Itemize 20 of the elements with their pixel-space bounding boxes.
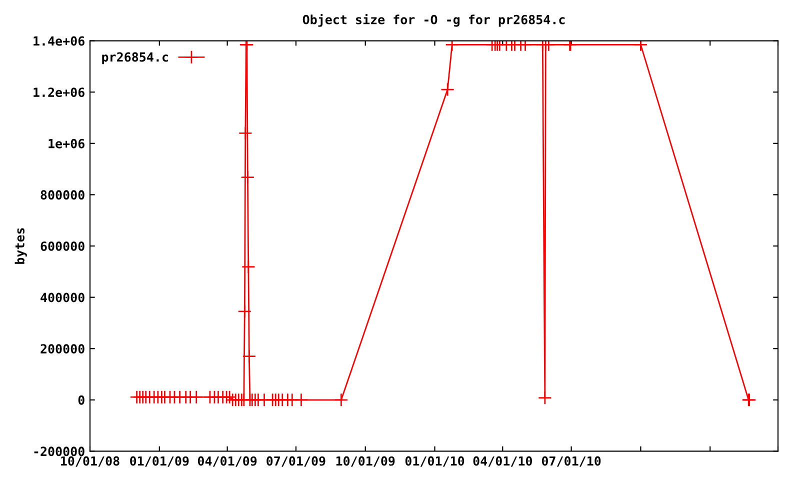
y-tick-label: 200000 bbox=[40, 344, 84, 354]
y-tick-label: 1.4e+06 bbox=[34, 36, 84, 46]
y-tick-label: 1e+06 bbox=[48, 138, 84, 148]
x-tick-label: 10/01/09 bbox=[336, 456, 395, 467]
chart-title: Object size for -O -g for pr26854.c bbox=[302, 14, 565, 27]
y-axis-title: bytes bbox=[14, 228, 27, 264]
y-tick-label: -200000 bbox=[34, 446, 84, 456]
x-tick-label: 04/01/10 bbox=[473, 456, 532, 467]
x-tick-label: 01/01/09 bbox=[130, 456, 189, 467]
y-tick-label: 1.2e+06 bbox=[34, 88, 84, 98]
x-tick-label: 01/01/10 bbox=[405, 456, 464, 467]
x-tick-label: 07/01/10 bbox=[542, 456, 601, 467]
y-tick-label: 600000 bbox=[40, 241, 84, 251]
x-tick-label: 10/01/08 bbox=[61, 456, 120, 467]
y-tick-label: 400000 bbox=[40, 292, 84, 302]
y-tick-label: 800000 bbox=[40, 190, 84, 200]
x-tick-label: 07/01/09 bbox=[266, 456, 326, 467]
y-tick-label: 0 bbox=[78, 395, 84, 405]
x-tick-label: 04/01/09 bbox=[198, 456, 257, 467]
legend-label: pr26854.c bbox=[102, 52, 168, 64]
